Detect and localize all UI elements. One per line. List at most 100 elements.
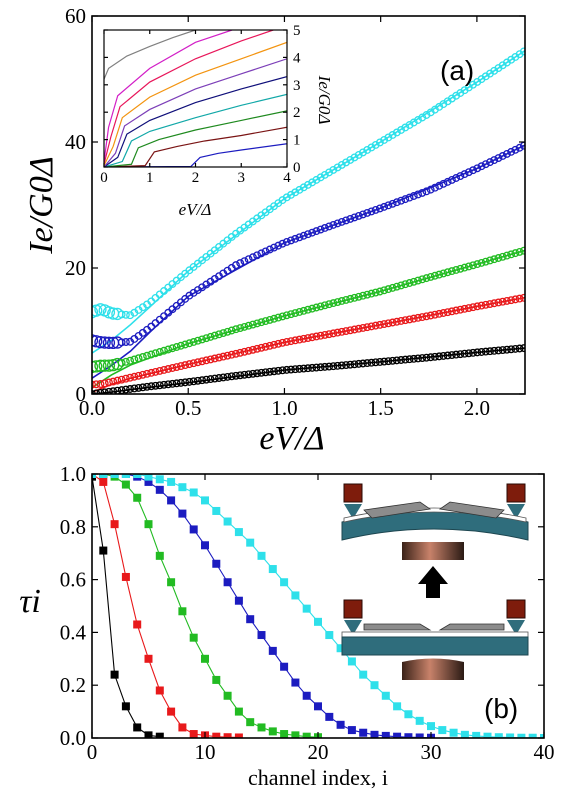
panel-a-point	[94, 359, 107, 372]
panel-a-point	[460, 263, 469, 272]
panel-a-point	[426, 311, 435, 320]
panel-b-point	[246, 718, 255, 727]
panel-a-point	[333, 361, 342, 370]
panel-b-point	[381, 731, 390, 738]
panel-b-point	[133, 620, 142, 629]
panel-a-point	[375, 138, 384, 147]
panel-a-point	[346, 360, 355, 369]
panel-a-point	[265, 315, 274, 324]
panel-a-point	[405, 279, 414, 287]
panel-b-point	[291, 678, 300, 687]
panel-b-point	[99, 474, 108, 478]
panel-a-ytick-label: 40	[65, 130, 86, 154]
panel-a-point	[401, 316, 410, 325]
panel-a-point	[282, 337, 291, 346]
panel-a-point	[447, 307, 456, 316]
panel-b-point	[234, 596, 243, 605]
panel-a-point	[257, 368, 266, 377]
panel-a-frame	[91, 15, 526, 395]
panel-a-point	[181, 378, 190, 387]
panel-a-point	[456, 264, 465, 273]
panel-a-point	[138, 383, 147, 392]
panel-a-point	[405, 193, 414, 202]
panel-a-point	[490, 299, 499, 308]
panel-a-point	[447, 267, 456, 276]
panel-b-point	[99, 477, 108, 486]
panel-a-point	[92, 360, 99, 374]
panel-a-point	[291, 336, 300, 345]
panel-a-point	[367, 143, 376, 152]
panel-a-point	[270, 314, 278, 323]
panel-a-point	[460, 304, 469, 313]
panel-a-point	[329, 165, 338, 174]
panel-b-point	[234, 707, 243, 716]
panel-a-point	[172, 343, 181, 351]
inset-series-line	[104, 126, 287, 167]
panel-a-point	[155, 348, 164, 356]
inset-ytick-label: 2	[293, 105, 301, 121]
panel-a-point	[498, 152, 507, 160]
panel-a-point	[295, 364, 304, 373]
panel-a-point	[130, 355, 139, 364]
panel-a-point	[443, 308, 452, 317]
panel-a-point	[151, 349, 160, 358]
panel-a-point	[333, 163, 342, 172]
panel-a-point	[337, 361, 346, 370]
panel-a-point	[198, 335, 207, 344]
panel-b-point	[302, 732, 311, 738]
panel-a-point	[367, 289, 376, 298]
panel-a-point	[151, 293, 160, 302]
panel-b-xtick-label: 10	[195, 740, 216, 764]
inset-series-line	[104, 58, 287, 167]
panel-b-series-line	[92, 476, 160, 738]
schematic-support-top-left	[344, 504, 362, 519]
panel-a-point	[189, 377, 198, 386]
panel-b-xtick-label: 30	[421, 740, 442, 764]
panel-a-point	[422, 353, 431, 362]
panel-a-point	[202, 334, 211, 343]
panel-a-point	[392, 198, 401, 207]
panel-a-point	[117, 338, 126, 347]
panel-a-point	[477, 301, 486, 310]
panel-a-point	[481, 160, 490, 169]
panel-a-point	[359, 291, 367, 300]
panel-b-point	[415, 733, 424, 738]
panel-a-point	[134, 371, 143, 380]
panel-a-point	[392, 356, 401, 365]
panel-a-point	[409, 192, 418, 200]
panel-a-point	[98, 336, 111, 349]
panel-a-point	[92, 380, 101, 389]
panel-a-point	[270, 367, 278, 376]
panel-a-point	[291, 365, 300, 374]
panel-a-point	[418, 313, 427, 322]
panel-b-point	[280, 578, 289, 587]
panel-a-point	[164, 345, 173, 354]
panel-b-point	[212, 732, 221, 738]
panel-a-point	[384, 285, 393, 294]
schematic-arrow	[418, 566, 448, 598]
panel-a-point	[464, 349, 473, 358]
panel-a-point	[329, 329, 338, 338]
panel-a-point	[367, 358, 376, 367]
panel-a-point	[354, 359, 363, 368]
panel-a-point	[248, 253, 257, 262]
panel-a-point	[325, 362, 334, 371]
panel-a-point	[494, 154, 503, 162]
panel-a-point	[409, 314, 418, 323]
panel-a-point	[102, 336, 116, 349]
panel-a-point	[223, 327, 232, 336]
panel-a-point	[388, 283, 397, 292]
panel-a-point	[151, 367, 160, 376]
panel-a-point	[270, 340, 278, 349]
panel-a-point	[240, 347, 249, 356]
panel-b-point	[257, 631, 266, 640]
panel-a-point	[481, 347, 490, 356]
schematic-substrate-bottom	[341, 636, 529, 656]
panel-b-point	[393, 732, 402, 738]
panel-a-point	[397, 126, 406, 134]
panel-a-point	[117, 375, 126, 384]
panel-a-point	[511, 344, 520, 353]
panel-a-point	[236, 348, 245, 357]
panel-a-point	[312, 303, 321, 312]
